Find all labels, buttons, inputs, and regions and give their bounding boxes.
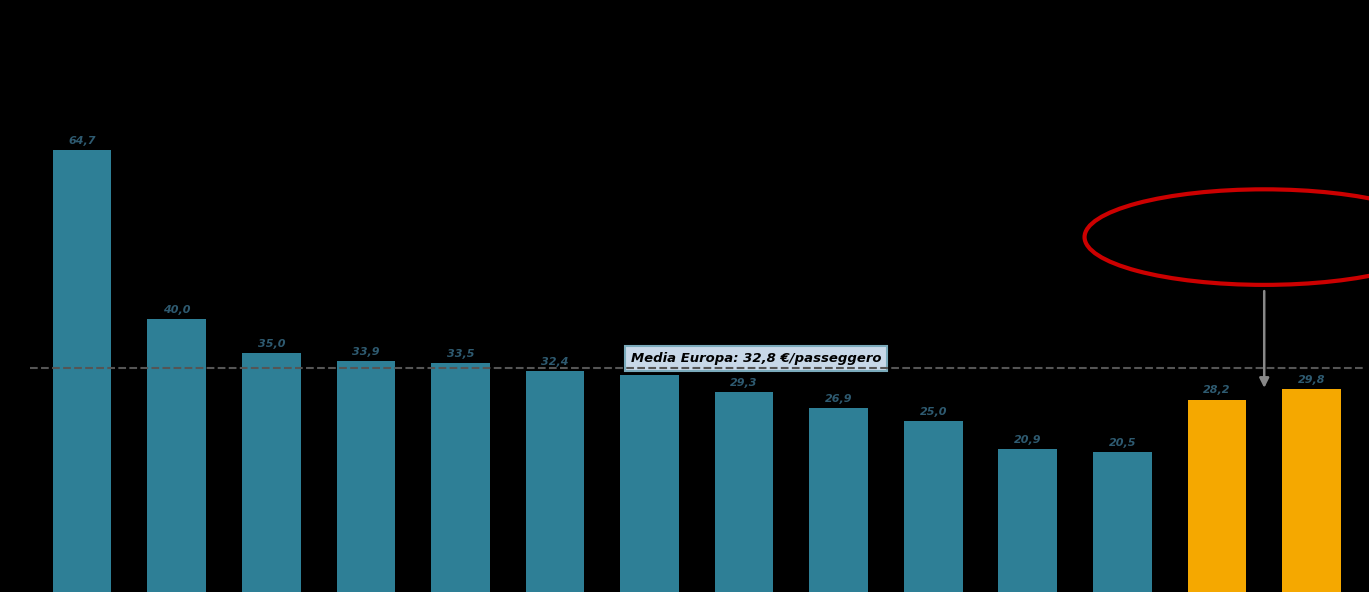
Bar [715, 392, 773, 592]
Bar [431, 363, 490, 592]
Text: 29,8: 29,8 [1298, 375, 1325, 385]
Bar [242, 353, 301, 592]
Text: (1): (1) [1043, 9, 1060, 19]
Text: 20,9: 20,9 [1014, 435, 1042, 445]
Text: 28,2: 28,2 [1203, 385, 1231, 395]
Text: 25,0: 25,0 [920, 407, 947, 417]
Bar [148, 319, 205, 592]
Text: 40,0: 40,0 [163, 305, 190, 315]
Text: CONFRONTO TARIFFE MEDIE NEI PRINCIPALI AEROPORTI EUROPEI: CONFRONTO TARIFFE MEDIE NEI PRINCIPALI A… [398, 19, 988, 34]
Bar [1188, 400, 1246, 592]
Bar [1283, 388, 1340, 592]
Text: 35,0: 35,0 [257, 339, 285, 349]
Bar [53, 150, 111, 592]
Text: 64,7: 64,7 [68, 136, 96, 146]
Bar [809, 408, 868, 592]
Text: € per passeggero imbarcato: € per passeggero imbarcato [44, 85, 220, 98]
Bar [904, 422, 962, 592]
Text: 33,9: 33,9 [352, 346, 379, 356]
Text: 31,8: 31,8 [635, 361, 664, 371]
Text: 33,5: 33,5 [446, 349, 474, 359]
Text: 26,9: 26,9 [826, 394, 853, 404]
Bar [998, 449, 1057, 592]
Text: Media Europa: 32,8 €/passeggero: Media Europa: 32,8 €/passeggero [631, 352, 882, 365]
Text: 29,3: 29,3 [730, 378, 758, 388]
Bar [620, 375, 679, 592]
Text: 20,5: 20,5 [1109, 438, 1136, 448]
Text: 32,4: 32,4 [541, 357, 568, 367]
Bar [1092, 452, 1151, 592]
Bar [337, 361, 396, 592]
Bar [526, 371, 585, 592]
